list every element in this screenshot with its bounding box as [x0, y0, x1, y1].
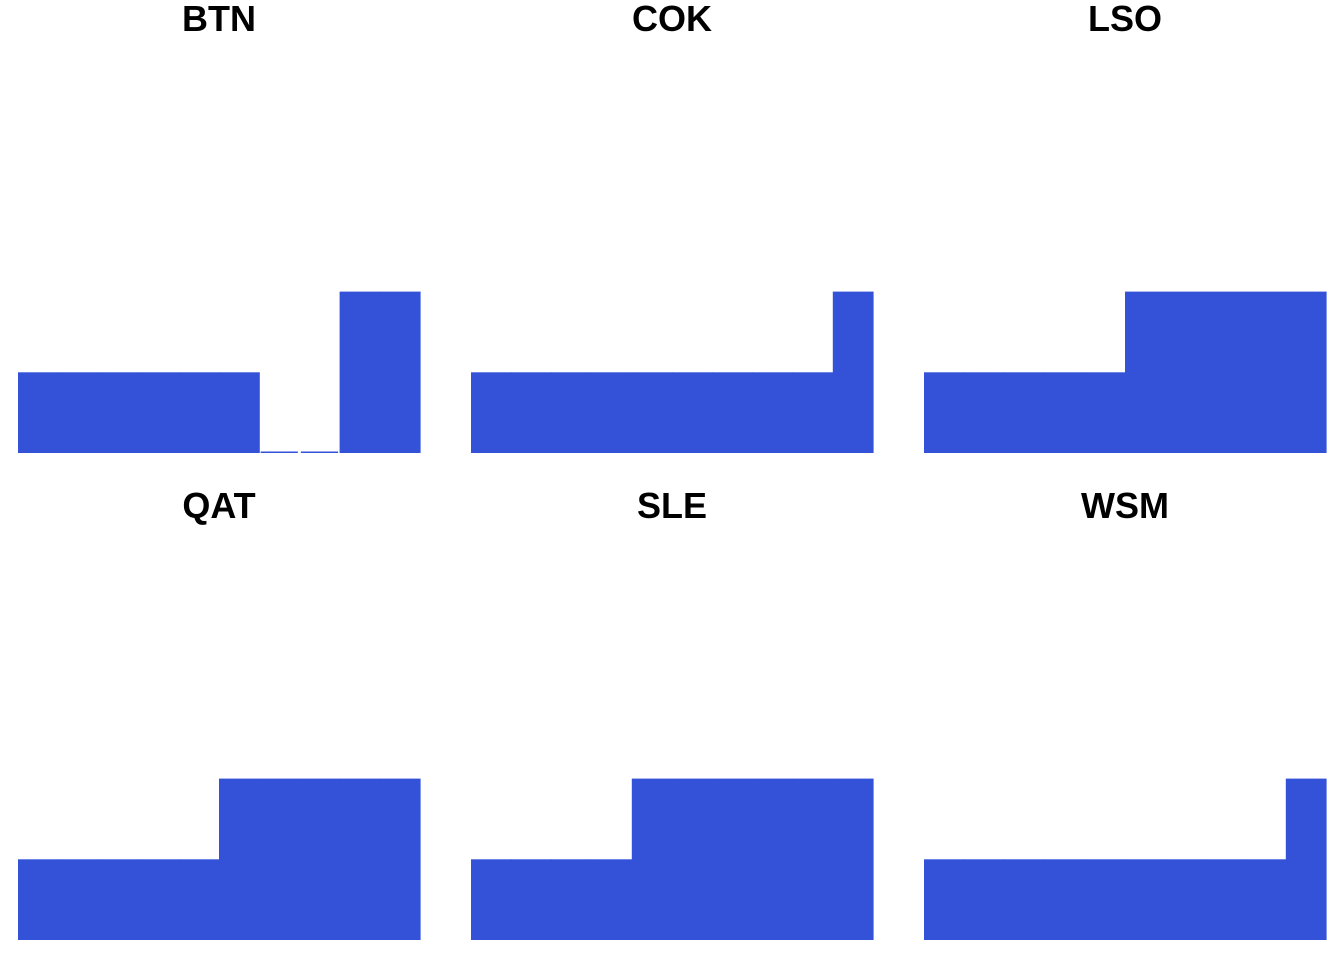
bar: [832, 291, 874, 453]
bar: [259, 778, 300, 940]
bar: [832, 778, 874, 940]
bar: [379, 291, 421, 453]
bar-plot: [924, 291, 1327, 453]
bar: [18, 372, 59, 453]
bar: [1285, 291, 1327, 453]
bar: [58, 859, 99, 940]
bar: [1245, 859, 1287, 940]
bar: [58, 372, 99, 453]
bar: [924, 372, 965, 453]
bar: [631, 778, 673, 940]
bar: [339, 778, 381, 940]
bar: [591, 859, 633, 940]
bar: [964, 372, 1005, 453]
bar-plot: [18, 291, 421, 453]
bar-plot: [471, 291, 874, 453]
bar: [471, 372, 512, 453]
bar: [551, 859, 593, 940]
bar: [1044, 372, 1086, 453]
bar: [752, 778, 794, 940]
bar: [1125, 859, 1166, 940]
panel-wsm: WSM: [924, 485, 1327, 957]
bar: [591, 372, 633, 453]
bar: [299, 778, 341, 940]
bar: [712, 778, 753, 940]
bar: [631, 372, 673, 453]
bar: [672, 372, 713, 453]
bar: [1004, 372, 1046, 453]
bar: [339, 291, 381, 453]
bar: [1165, 859, 1206, 940]
panel-cok: COK: [471, 0, 874, 480]
bar: [98, 859, 140, 940]
panel-title: QAT: [182, 485, 256, 526]
bar: [1285, 778, 1327, 940]
bar: [138, 859, 180, 940]
bar: [1205, 291, 1247, 453]
bar: [138, 372, 180, 453]
bar: [178, 859, 220, 940]
bar: [1245, 291, 1287, 453]
bar: [219, 778, 260, 940]
panel-sle: SLE: [471, 485, 874, 957]
bar: [752, 372, 794, 453]
panel-title: WSM: [1081, 485, 1169, 526]
bar: [219, 372, 260, 453]
panel-btn: BTN: [18, 0, 421, 480]
panel-lso: LSO: [924, 0, 1327, 480]
panel-title: LSO: [1087, 0, 1162, 39]
bar: [924, 859, 965, 940]
bar: [1084, 372, 1126, 453]
bar: [964, 859, 1005, 940]
bar: [178, 372, 220, 453]
bar: [379, 778, 421, 940]
bar: [1205, 859, 1247, 940]
bar: [98, 372, 140, 453]
bar: [1044, 859, 1086, 940]
panel-title: BTN: [182, 0, 256, 39]
panel-title: SLE: [636, 485, 707, 526]
bar: [511, 859, 552, 940]
bar: [672, 778, 713, 940]
bar: [471, 859, 512, 940]
bar: [712, 372, 753, 453]
bar: [1125, 291, 1166, 453]
panel-qat: QAT: [18, 485, 421, 957]
bar: [792, 778, 834, 940]
bar: [511, 372, 552, 453]
bar-zero: [300, 451, 339, 453]
bar: [1004, 859, 1046, 940]
bar-zero: [260, 451, 298, 453]
bar: [792, 372, 834, 453]
bar: [18, 859, 59, 940]
bar: [551, 372, 593, 453]
bar: [1084, 859, 1126, 940]
bar-plot: [924, 778, 1327, 940]
bar-plot: [471, 778, 874, 940]
bar-plot: [18, 778, 421, 940]
bar: [1165, 291, 1206, 453]
panel-title: COK: [632, 0, 712, 39]
